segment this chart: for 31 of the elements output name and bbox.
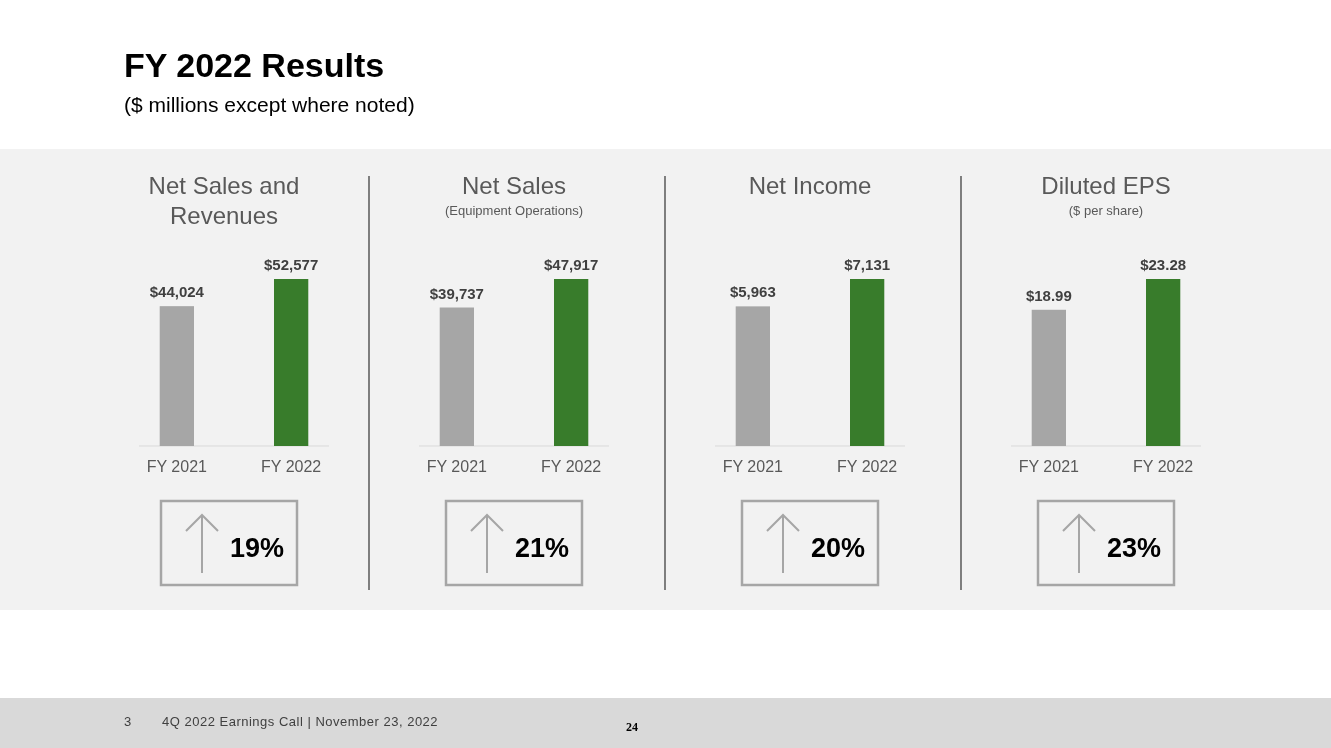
data-label: $47,917 [544,256,599,273]
data-label: $23.28 [1140,256,1187,273]
text: 21% [514,533,570,563]
text: 20% [810,533,866,563]
chart-subtitle: ($ per share) [1068,203,1144,218]
data-label: $5,963 [729,283,776,301]
data-label: $39,737 [429,284,484,302]
data-label: $44,024 [149,283,205,301]
chart-title: Net Income [748,172,872,199]
x-tick-label: FY 2022 [837,458,898,475]
data-label: $52,577 [264,256,319,273]
data-label: $18.99 [1025,286,1072,304]
text: FY 2022 Results [124,46,385,84]
text: 4Q 2022 Earnings Call | November 23, 2022 [162,714,439,729]
text: 3 [124,714,132,729]
text: 24 [626,720,638,734]
x-tick-label: FY 2021 [1018,458,1080,475]
x-tick-label: FY 2022 [1133,458,1194,475]
text: ($ millions except where noted) [124,93,415,116]
chart-title: Diluted EPS [1041,172,1171,199]
x-tick-label: FY 2021 [426,458,488,475]
data-label: $7,131 [844,256,891,273]
text: 23% [1106,533,1162,563]
x-tick-label: FY 2021 [146,458,208,475]
chart-title: Net Sales [461,172,567,199]
x-tick-label: FY 2022 [261,458,322,475]
chart-subtitle: (Equipment Operations) [444,203,584,218]
x-tick-label: FY 2021 [722,458,784,475]
x-tick-label: FY 2022 [541,458,602,475]
text: 19% [229,533,285,563]
chart-title: Net Sales and Revenues [148,172,300,229]
